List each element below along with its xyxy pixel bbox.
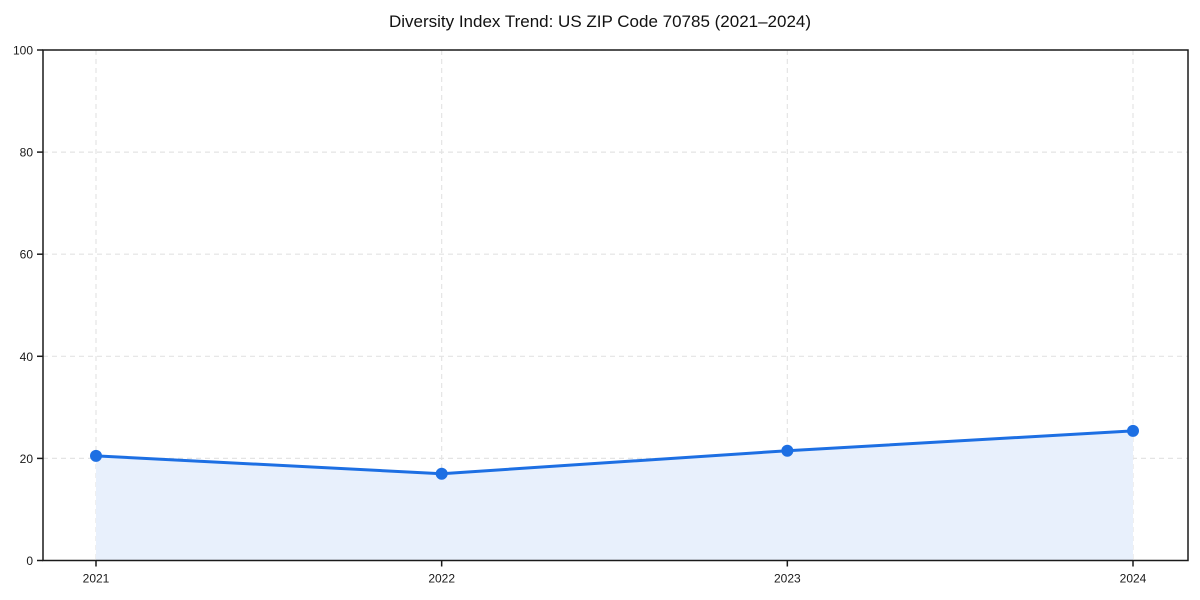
x-tick-label: 2022 — [428, 572, 455, 586]
area-fill — [96, 430, 1133, 561]
trend-line — [94, 429, 1135, 476]
axis-frame — [42, 49, 1189, 562]
y-tick-label: 100 — [13, 44, 33, 58]
chart-title: Diversity Index Trend: US ZIP Code 70785… — [388, 12, 812, 31]
data-point-2024 — [1127, 424, 1139, 437]
y-tick-label: 20 — [20, 452, 34, 466]
x-tick-label: 2021 — [83, 572, 110, 586]
x-tick-label: 2023 — [774, 572, 801, 586]
y-tick-label: 40 — [20, 350, 34, 364]
data-point-2022 — [435, 467, 448, 480]
y-tick-label: 60 — [20, 248, 34, 262]
y-tick-label: 80 — [20, 146, 34, 160]
y-tick-label: 0 — [26, 554, 33, 568]
x-tick-label: 2024 — [1120, 572, 1147, 586]
data-point-2021 — [90, 449, 102, 462]
data-point-2023 — [781, 444, 794, 457]
